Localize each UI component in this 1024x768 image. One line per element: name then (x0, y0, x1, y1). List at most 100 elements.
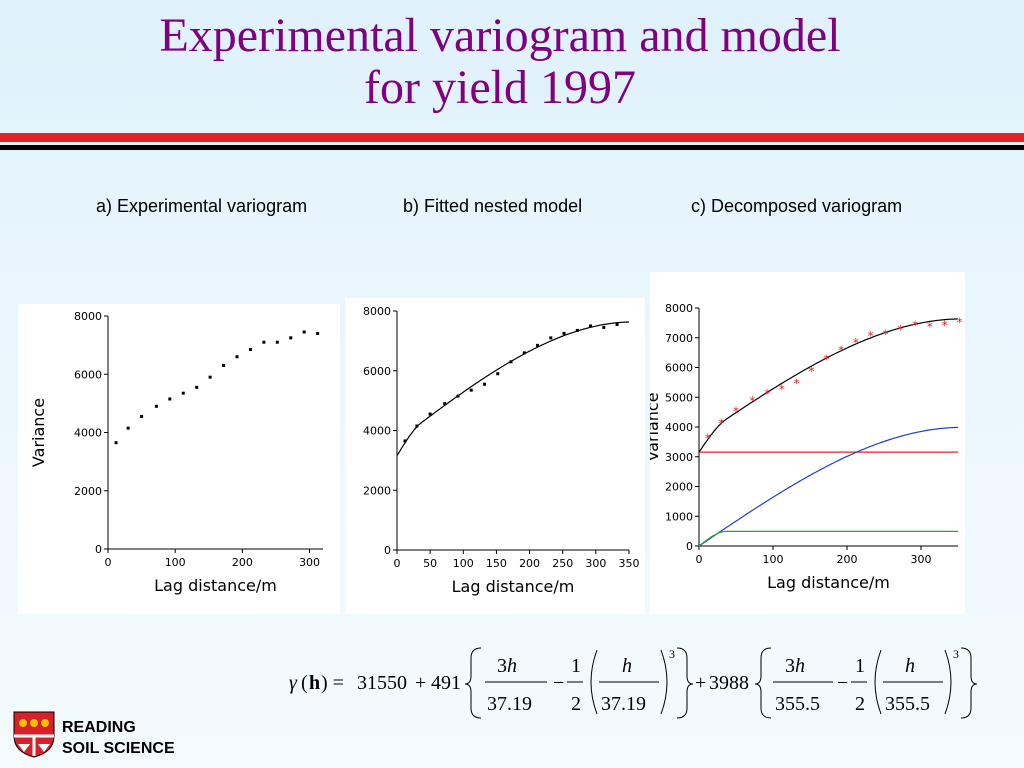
chart-a-point (248, 347, 252, 351)
chart-b: 0 50 100 150 200 250 300 350 0 2000 4000 6000 8000 La… (345, 305, 640, 596)
chart-b-y-axis-label: variance (345, 396, 349, 465)
chart-c: 0 100 200 300010002000300040005000600070008… (650, 302, 962, 592)
chart-a-point (275, 340, 279, 344)
chart-b-point (509, 360, 513, 364)
chart-a-point (114, 441, 118, 445)
chart-c-x-tick-label: 0 (696, 553, 703, 566)
chart-b-point (602, 325, 606, 329)
chart-c-point: * (868, 329, 874, 343)
chart-a-x-tick-label: 100 (165, 556, 186, 569)
formula-c2: 3988 (709, 672, 749, 694)
chart-c-short-range-line (698, 530, 958, 547)
chart-c-point: * (912, 318, 918, 332)
chart-b-y-tick-label: 0 (384, 544, 391, 557)
chart-c-y-tick-label: 1000 (665, 510, 693, 523)
chart-c-y-tick-label: 3000 (665, 451, 693, 464)
black-divider (0, 145, 1024, 150)
chart-b-x-tick-label: 350 (619, 557, 640, 570)
chart-b-point (482, 382, 486, 386)
formula-h-2: h (905, 655, 915, 677)
formula-plus-2: + (695, 672, 706, 694)
formula-c0: 31550 (357, 672, 407, 694)
chart-c-total-model-line (698, 318, 959, 453)
chart-a-y-axis-label: Variance (29, 398, 48, 467)
formula-c1: 491 (431, 672, 461, 694)
logo-line-2: SOIL SCIENCE (62, 740, 175, 757)
reading-soil-science-wordmark: READING SOIL SCIENCE (62, 717, 175, 759)
formula-cube-1: 3 (669, 647, 675, 661)
chart-a-point (208, 375, 212, 379)
formula-h-bold: h (309, 672, 320, 694)
chart-a-point (316, 331, 320, 335)
chart-a-x-tick-label: 300 (299, 556, 320, 569)
chart-a-point (168, 397, 172, 401)
formula-cube-2: 3 (953, 647, 959, 661)
formula-brace-1-open (464, 647, 482, 719)
formula-brace-2-open (754, 647, 772, 719)
slide-title: Experimental variogram and model for yie… (0, 10, 1000, 114)
chart-b-y-tick-label: 2000 (363, 484, 391, 497)
formula-3h-1: 3h (497, 655, 517, 677)
chart-b-y-tick-label: 8000 (363, 305, 391, 318)
chart-b-point (589, 324, 593, 328)
title-line-2: for yield 1997 (364, 61, 636, 114)
chart-c-y-tick-label: 7000 (665, 332, 693, 345)
chart-b-point (575, 328, 579, 332)
chart-c-x-tick-label: 200 (837, 553, 858, 566)
chart-a-y-tick-label: 4000 (74, 427, 102, 440)
chart-c-point: * (718, 417, 724, 431)
chart-b-point (536, 343, 540, 347)
chart-b-x-tick-label: 0 (394, 557, 401, 570)
chart-c-point: * (882, 327, 888, 341)
chart-b-x-tick-label: 200 (519, 557, 540, 570)
red-divider (0, 133, 1024, 142)
chart-a-point (195, 385, 199, 389)
chart-b-point (415, 424, 419, 428)
formula-two-1: 2 (571, 693, 581, 715)
chart-c-point: * (927, 320, 933, 334)
chart-c-x-tick-label: 100 (763, 553, 784, 566)
chart-a-point (154, 404, 158, 408)
chart-c-point: * (942, 318, 948, 332)
chart-c-y-tick-label: 4000 (665, 421, 693, 434)
chart-a-point (262, 340, 266, 344)
logo-line-1: READING (62, 719, 136, 736)
formula-gamma: γ (289, 672, 298, 694)
chart-a-point (235, 355, 239, 359)
chart-c-point: * (779, 382, 785, 396)
chart-a-point (140, 414, 144, 418)
chart-c-point: * (853, 336, 859, 350)
chart-c-point: * (764, 387, 770, 401)
chart-a-panel: 0 100 200 300 0 2000 4000 6000 8000 Lag distance/… (18, 304, 340, 614)
chart-c-y-tick-label: 6000 (665, 362, 693, 375)
chart-c-y-tick-label: 2000 (665, 481, 693, 494)
chart-c-y-axis-label: Variance (650, 392, 662, 461)
formula-minus-1: − (553, 672, 564, 694)
chart-a-y-tick-label: 2000 (74, 485, 102, 498)
chart-c-panel: 0 100 200 300 0 1000 2000 3000 4000 5000 6000 7000 8… (650, 272, 965, 614)
caption-c: c) Decomposed variogram (691, 196, 903, 216)
chart-c-point: * (823, 353, 829, 367)
formula-paren-open: ( (301, 672, 308, 694)
formula-plus-1: + (415, 672, 426, 694)
chart-c-point: * (838, 344, 844, 358)
formula-minus-2: − (837, 672, 848, 694)
formula-h-1: h (622, 655, 632, 677)
formula-two-2: 2 (855, 693, 865, 715)
chart-b-point (549, 336, 553, 340)
chart-c-point: * (705, 431, 711, 445)
reading-crest-logo (12, 710, 56, 763)
chart-c-point: * (733, 405, 739, 419)
chart-a-x-axis-label: Lag distance/m (154, 576, 277, 595)
chart-c-x-tick-label: 300 (911, 553, 932, 566)
formula-a1-second: 37.19 (601, 693, 646, 715)
chart-c-point: * (794, 376, 800, 390)
chart-b-y-tick-label: 6000 (363, 365, 391, 378)
caption-a: a) Experimental variogram (96, 196, 308, 216)
chart-a-point (222, 364, 226, 368)
formula-a1-first: 37.19 (487, 693, 532, 715)
chart-b-point (615, 322, 619, 326)
formula-paren-close: ) = (321, 672, 344, 694)
chart-b-point (562, 331, 566, 335)
formula-one-1: 1 (571, 655, 581, 677)
